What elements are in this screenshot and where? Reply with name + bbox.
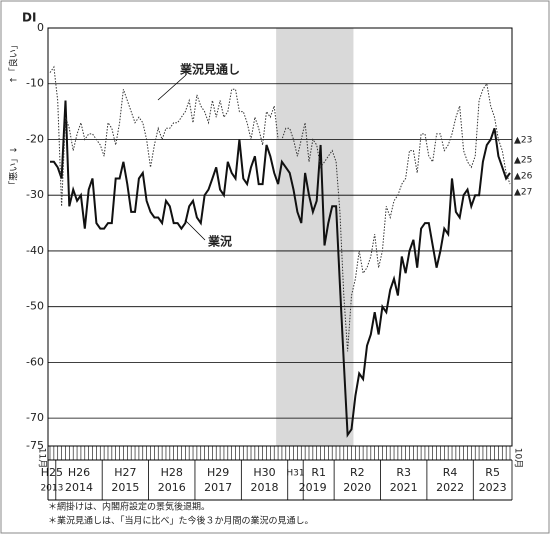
y-axis-label-down: 「悪い」↓ xyxy=(9,146,20,190)
year-label: 2015 xyxy=(111,481,139,494)
series-line xyxy=(50,100,511,438)
year-label: 2016 xyxy=(158,481,186,494)
era-label: R1 xyxy=(311,466,326,479)
y-tick-label: -20 xyxy=(26,132,44,145)
footnote: ＊網掛けは、内閣府設定の景気後退期。 xyxy=(48,501,210,513)
legend-label: 業況見通し xyxy=(179,62,240,77)
year-label: 2014 xyxy=(65,481,93,494)
annotation: ▲26 xyxy=(514,172,533,182)
year-label: 2013 xyxy=(40,484,63,494)
era-label: R2 xyxy=(350,466,365,479)
era-label: H31 xyxy=(286,469,304,479)
y-tick-label: -70 xyxy=(26,411,44,424)
legend-leader xyxy=(184,219,206,241)
y-tick-label: -60 xyxy=(26,355,44,368)
year-label: 2019 xyxy=(299,481,327,494)
legend-leader xyxy=(157,74,187,101)
plot-frame xyxy=(47,27,513,447)
era-label: H26 xyxy=(68,466,90,479)
y-tick-label: -50 xyxy=(26,300,44,313)
annotation: ▲23 xyxy=(514,136,532,146)
year-label: 2017 xyxy=(204,481,232,494)
era-label: H29 xyxy=(207,466,229,479)
year-label: 2021 xyxy=(390,481,418,494)
y-tick-label: -30 xyxy=(26,188,44,201)
era-label: R3 xyxy=(396,466,411,479)
x-tick-label: 11月 xyxy=(37,448,48,468)
year-label: 2020 xyxy=(343,481,371,494)
era-label: H27 xyxy=(114,466,136,479)
footnote: ＊業況見通しは、「当月に比べ」た今後３か月間の業況の見通し。 xyxy=(48,515,314,527)
y-tick-label: -75 xyxy=(26,439,44,452)
y-axis-label-up: ↑「良い」 xyxy=(8,40,20,84)
y-tick-label: -40 xyxy=(26,244,44,257)
annotation: ▲27 xyxy=(514,188,532,198)
year-label: 2018 xyxy=(251,481,279,494)
y-tick-label: -10 xyxy=(26,77,44,90)
era-label: H30 xyxy=(253,466,275,479)
annotation: ▲25 xyxy=(514,156,532,166)
era-label: R4 xyxy=(443,466,458,479)
era-label: H28 xyxy=(161,466,183,479)
x-tick-label: 10月 xyxy=(513,448,524,468)
y-axis-label: DI xyxy=(22,11,36,25)
era-label: R5 xyxy=(485,466,500,479)
recession-shade xyxy=(276,28,354,446)
year-label: 2023 xyxy=(479,481,507,494)
legend-label: 業況 xyxy=(207,234,232,249)
series-line xyxy=(49,65,511,352)
year-label: 2022 xyxy=(436,481,464,494)
era-label: H25 xyxy=(41,466,63,479)
y-tick-label: 0 xyxy=(37,21,44,34)
